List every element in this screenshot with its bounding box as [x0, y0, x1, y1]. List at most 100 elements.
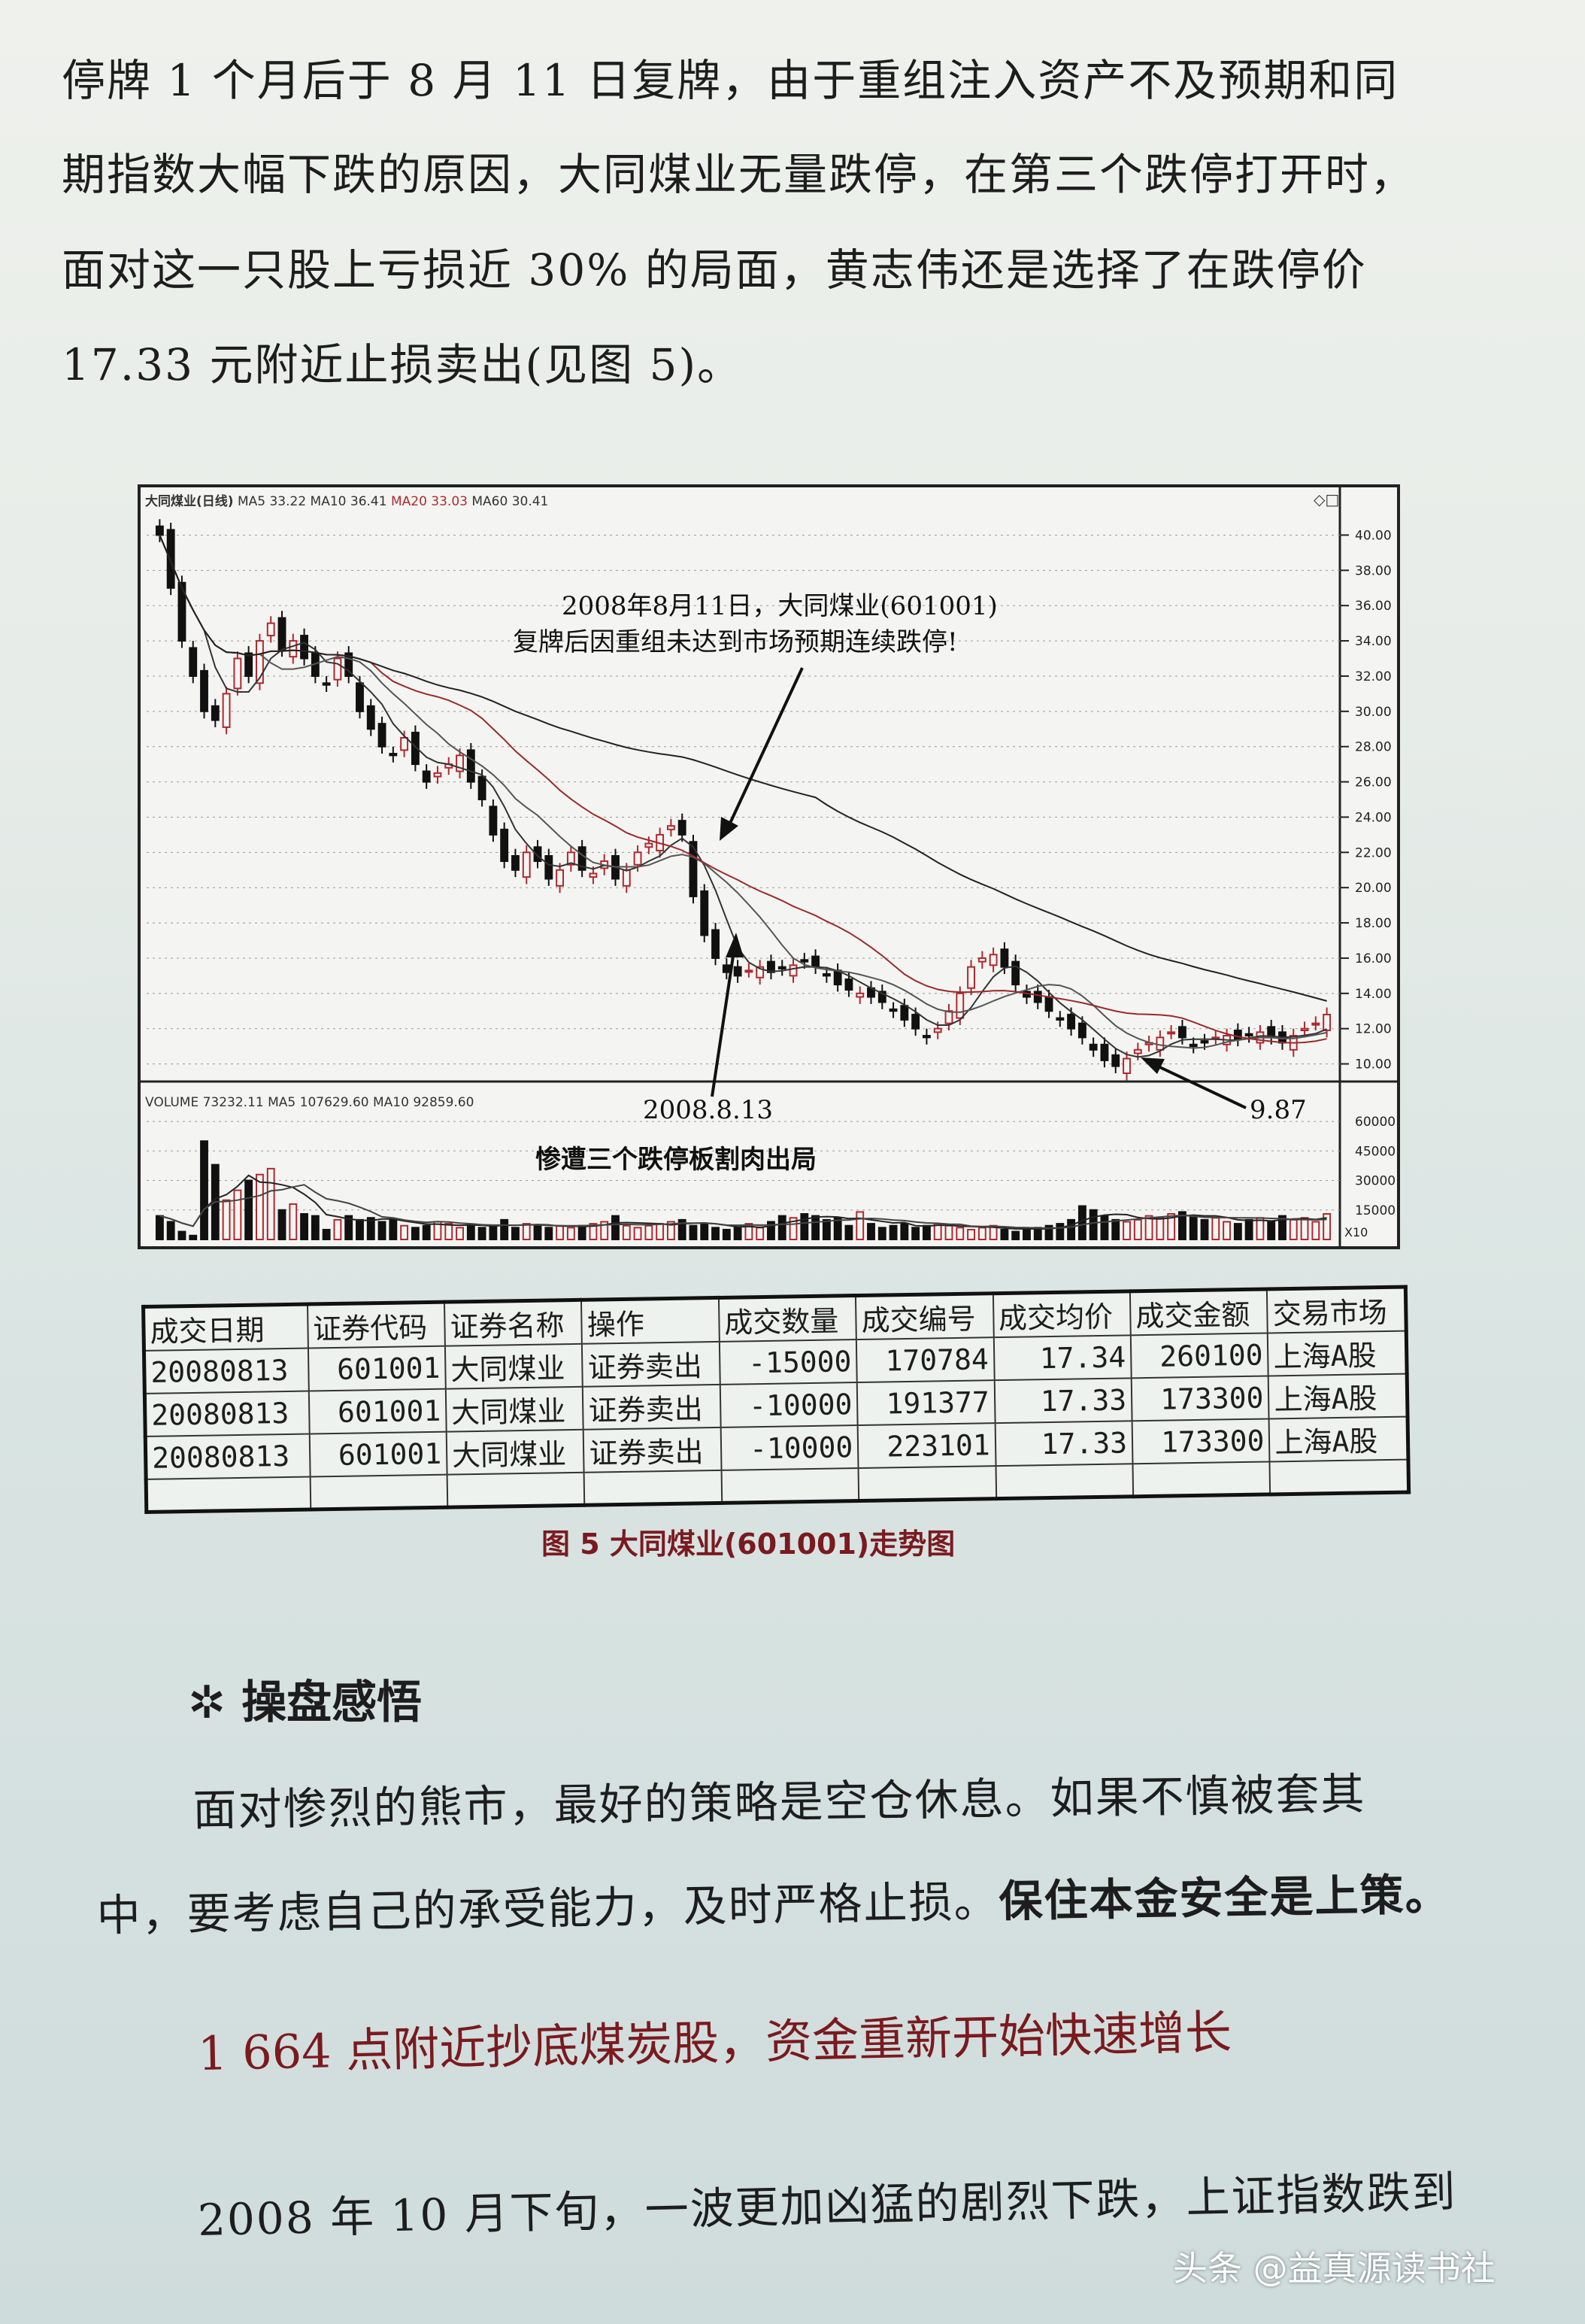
- cell-name: 大同煤业: [444, 1343, 583, 1389]
- volume-bar: [155, 1215, 164, 1240]
- candle-body: [477, 775, 486, 800]
- figure-caption: 图 5 大同煤业(601001)走势图: [541, 1528, 956, 1561]
- candle-body: [389, 753, 398, 757]
- subheading: 1 664 点附近抄底煤炭股，资金重新开始快速增长: [197, 2004, 1232, 2081]
- paragraph-line: 面对这一只股上亏损近 30% 的局面，黄志伟还是选择了在跌停价: [62, 244, 1367, 296]
- candle-body: [256, 640, 264, 684]
- candle-body: [589, 872, 598, 878]
- candle-body: [677, 820, 686, 836]
- candle-body: [889, 1008, 898, 1012]
- candle-body: [744, 969, 753, 973]
- candle-body: [356, 682, 364, 712]
- volume-bar: [466, 1224, 475, 1241]
- volume-bar: [756, 1227, 765, 1240]
- arrow-low-head: [1141, 1057, 1165, 1074]
- cell-trade-id: 170784: [856, 1337, 995, 1383]
- candle-body: [500, 828, 509, 863]
- candle-body: [422, 770, 431, 783]
- candle-body: [233, 657, 242, 690]
- volume-bar: [789, 1217, 798, 1241]
- candle-body: [166, 529, 175, 589]
- volume-bar: [844, 1224, 853, 1241]
- volume-bar: [1167, 1213, 1176, 1240]
- volume-bar: [1111, 1218, 1120, 1240]
- column-header: 交易市场: [1267, 1287, 1407, 1333]
- volume-bar: [1123, 1221, 1131, 1241]
- candle-body: [1156, 1036, 1165, 1051]
- volume-bar: [166, 1221, 175, 1241]
- candle-body: [800, 959, 809, 963]
- volume-bar: [422, 1224, 431, 1241]
- candle-body: [644, 842, 653, 848]
- annotation-sell-date: 2008.8.13: [643, 1095, 774, 1125]
- volume-bar: [477, 1227, 486, 1240]
- candle-body: [277, 617, 286, 651]
- ma10-line: [159, 535, 1327, 1049]
- volume-bar: [389, 1218, 398, 1240]
- volume-bar: [822, 1218, 831, 1240]
- candle-body: [544, 855, 553, 880]
- column-header: 证券代码: [307, 1302, 445, 1349]
- volume-bar: [177, 1230, 186, 1240]
- candle-body: [155, 525, 164, 536]
- volume-bar: [733, 1227, 742, 1240]
- volume-bar: [1089, 1209, 1098, 1240]
- column-header: 操作: [581, 1297, 720, 1344]
- volume-bar: [767, 1221, 775, 1241]
- price-tick-label: 38.00: [1355, 563, 1392, 578]
- candle-body: [322, 682, 331, 686]
- candle-body: [666, 825, 675, 830]
- volume-bar: [1267, 1221, 1276, 1241]
- volume-bar: [1156, 1217, 1165, 1241]
- volume-bar: [1067, 1218, 1076, 1240]
- candle-body: [1133, 1048, 1142, 1054]
- volume-bar: [656, 1223, 665, 1240]
- cell-amount: 260100: [1130, 1333, 1269, 1379]
- price-tick-label: 26.00: [1355, 775, 1392, 790]
- volume-bar: [533, 1224, 542, 1241]
- volume-bar: [877, 1227, 886, 1240]
- arrow-sell: [711, 945, 736, 1097]
- volume-bar: [1289, 1218, 1298, 1240]
- volume-bar: [1023, 1228, 1031, 1241]
- volume-bar: [489, 1224, 498, 1241]
- volume-bar: [411, 1227, 420, 1240]
- cell-operation: 证券卖出: [583, 1384, 721, 1430]
- volume-bar: [189, 1234, 198, 1240]
- candle-body: [911, 1013, 920, 1030]
- candle-body: [466, 749, 475, 783]
- candle-body: [1044, 996, 1053, 1012]
- volume-bar: [666, 1221, 675, 1241]
- volume-bar: [1144, 1215, 1153, 1240]
- candle-body: [789, 964, 798, 977]
- volume-bar: [611, 1215, 620, 1240]
- candle-body: [377, 723, 386, 748]
- cell-amount: 173300: [1132, 1418, 1270, 1464]
- candle-body: [777, 966, 786, 969]
- candle-body: [977, 957, 986, 963]
- volume-bar: [1223, 1221, 1231, 1241]
- candle-body: [1067, 1013, 1076, 1030]
- cell-date: 20080813: [144, 1391, 310, 1437]
- candle-body: [211, 705, 220, 721]
- section-line-1: 面对惨烈的熊市，最好的策略是空仓休息。如果不慎被套其: [192, 1768, 1366, 1836]
- candle-body: [856, 992, 865, 998]
- candle-body: [922, 1035, 931, 1039]
- chart-header: 大同煤业(日线) MA5 33.22 MA10 36.41 MA20 33.03…: [145, 490, 548, 509]
- volume-bar: [333, 1218, 342, 1240]
- candle-body: [811, 955, 820, 968]
- column-header: 成交编号: [856, 1293, 994, 1340]
- volume-bar: [711, 1227, 720, 1240]
- volume-bar: [600, 1221, 609, 1241]
- volume-bar: [777, 1215, 786, 1240]
- column-header: 成交数量: [718, 1295, 857, 1342]
- volume-bar: [967, 1228, 975, 1241]
- candle-body: [989, 954, 998, 966]
- cell-date: 20080813: [145, 1434, 311, 1479]
- cell-operation: 证券卖出: [583, 1427, 722, 1473]
- candle-body: [1089, 1043, 1098, 1051]
- candle-body: [1177, 1026, 1186, 1039]
- chart-window-icons[interactable]: ◇□: [1314, 490, 1340, 508]
- volume-bar: [833, 1217, 842, 1241]
- candle-body: [244, 652, 253, 677]
